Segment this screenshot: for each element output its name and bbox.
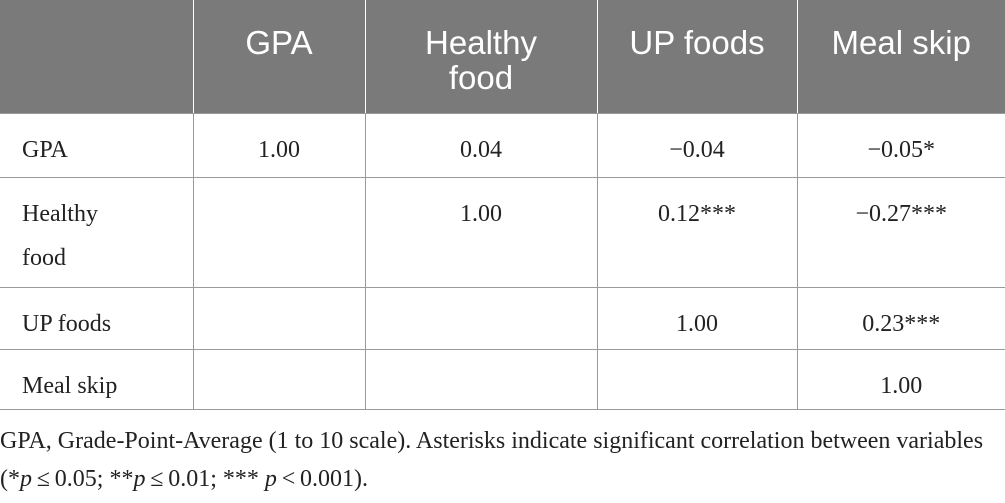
cell-healthy-food-gpa	[193, 177, 366, 288]
cell-up-foods-gpa	[193, 287, 366, 350]
cell-healthy-food-healthy-food: 1.00	[365, 177, 598, 288]
header-cell-meal-skip: Meal skip	[797, 0, 1005, 114]
header-cell-healthy-food: Healthy food	[365, 0, 598, 114]
cell-meal-skip-meal-skip: 1.00	[797, 349, 1005, 410]
row-label-healthy-food: Healthy food	[0, 177, 194, 288]
table-header: GPA Healthy food UP foods Meal skip	[0, 0, 1005, 114]
cell-healthy-food-meal-skip: −0.27***	[797, 177, 1005, 288]
cell-up-foods-up-foods: 1.00	[597, 287, 798, 350]
cell-gpa-up-foods: −0.04	[597, 113, 798, 178]
row-label-gpa: GPA	[0, 113, 194, 178]
table-row: UP foods 1.00 0.23***	[0, 287, 1005, 350]
header-healthy-line2: food	[448, 59, 514, 96]
cell-gpa-healthy-food: 0.04	[365, 113, 598, 178]
table-footnote: GPA, Grade-Point-Average (1 to 10 scale)…	[0, 428, 984, 492]
cell-gpa-meal-skip: −0.05*	[797, 113, 1005, 178]
row-label-meal-skip: Meal skip	[0, 349, 194, 410]
row-label-healthy-line1: Healthy	[22, 200, 98, 227]
header-cell-up-foods: UP foods	[597, 0, 798, 114]
cell-gpa-gpa: 1.00	[193, 113, 366, 178]
correlation-table: GPA Healthy food UP foods Meal skip GPA …	[0, 0, 1005, 410]
table-row: GPA 1.00 0.04 −0.04 −0.05*	[0, 113, 1005, 178]
cell-healthy-food-up-foods: 0.12***	[597, 177, 798, 288]
cell-meal-skip-gpa	[193, 349, 366, 410]
row-label-up-foods: UP foods	[0, 287, 194, 350]
cell-up-foods-meal-skip: 0.23***	[797, 287, 1005, 350]
header-row: GPA Healthy food UP foods Meal skip	[0, 0, 1005, 114]
cell-meal-skip-healthy-food	[365, 349, 598, 410]
header-cell-gpa: GPA	[193, 0, 366, 114]
table-row: Meal skip 1.00	[0, 349, 1005, 410]
row-label-healthy-line2: food	[22, 244, 66, 271]
table-row: Healthy food 1.00 0.12*** −0.27***	[0, 177, 1005, 288]
header-cell-empty	[0, 0, 194, 114]
header-healthy-line1: Healthy	[425, 24, 537, 61]
cell-up-foods-healthy-food	[365, 287, 598, 350]
table-body: GPA 1.00 0.04 −0.04 −0.05* Healthy food …	[0, 113, 1005, 410]
cell-meal-skip-up-foods	[597, 349, 798, 410]
